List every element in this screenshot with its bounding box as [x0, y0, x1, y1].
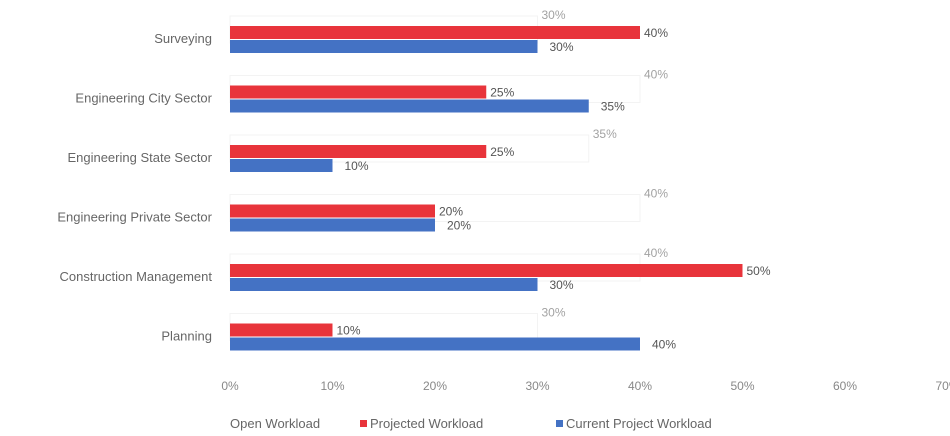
category-label: Construction Management [60, 269, 213, 284]
x-tick-label: 70% [935, 379, 950, 393]
projected-workload-bar [230, 323, 333, 337]
projected-workload-value-label: 50% [747, 264, 771, 278]
projected-workload-value-label: 40% [644, 26, 668, 40]
x-tick-label: 20% [423, 379, 447, 393]
projected-workload-legend-label: Projected Workload [370, 416, 483, 431]
current-project-workload-legend-swatch [556, 420, 563, 427]
projected-workload-value-label: 25% [490, 145, 514, 159]
open-workload-value-label: 40% [644, 187, 668, 201]
legend: Open Workload Projected Workload Current P… [230, 416, 712, 431]
projected-workload-bar [230, 145, 487, 158]
current-workload-bar [230, 40, 538, 53]
current-workload-bar [230, 99, 589, 113]
current-workload-bar [230, 278, 538, 291]
projected-workload-value-label: 25% [490, 86, 514, 100]
open-workload-value-label: 30% [542, 306, 566, 320]
projected-workload-bar [230, 264, 743, 277]
x-tick-label: 40% [628, 379, 652, 393]
x-tick-label: 30% [525, 379, 549, 393]
open-workload-value-label: 40% [644, 68, 668, 82]
current-workload-value-label: 30% [550, 40, 574, 54]
projected-workload-bar [230, 85, 487, 99]
current-workload-value-label: 20% [447, 219, 471, 233]
current-workload-bar [230, 218, 435, 232]
open-workload-value-label: 35% [593, 127, 617, 141]
x-tick-label: 10% [320, 379, 344, 393]
current-workload-value-label: 30% [550, 278, 574, 292]
projected-workload-value-label: 20% [439, 205, 463, 219]
current-workload-value-label: 35% [601, 100, 625, 114]
current-workload-bar [230, 337, 640, 351]
projected-workload-bar [230, 204, 435, 218]
current-project-workload-legend-label: Current Project Workload [566, 416, 712, 431]
projected-workload-value-label: 10% [337, 324, 361, 338]
category-label: Engineering State Sector [67, 150, 212, 165]
category-label: Surveying [154, 31, 212, 46]
current-workload-value-label: 40% [652, 338, 676, 352]
open-workload-legend-label: Open Workload [230, 416, 320, 431]
category-label: Engineering Private Sector [57, 210, 212, 225]
open-workload-value-label: 30% [542, 8, 566, 22]
open-workload-value-label: 40% [644, 246, 668, 260]
current-workload-bar [230, 159, 333, 172]
projected-workload-bar [230, 26, 640, 39]
plot-area: Surveying 30% 40% 30% Engineering City Secto… [57, 8, 950, 393]
projected-workload-legend-swatch [360, 420, 367, 427]
x-tick-label: 50% [730, 379, 754, 393]
x-tick-label: 60% [833, 379, 857, 393]
current-workload-value-label: 10% [345, 159, 369, 173]
category-label: Engineering City Sector [75, 91, 212, 106]
category-label: Planning [161, 329, 212, 344]
x-tick-label: 0% [221, 379, 239, 393]
